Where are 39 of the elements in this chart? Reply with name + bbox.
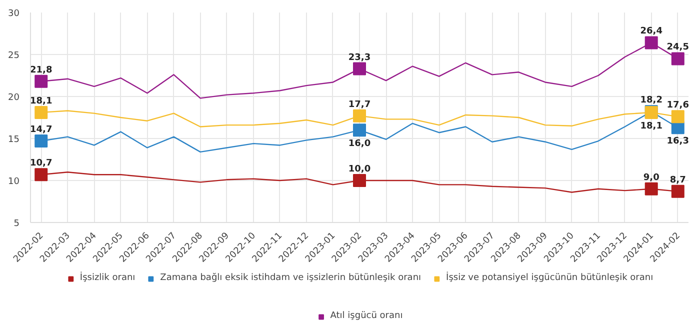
- y-tick-label: 30: [8, 9, 20, 19]
- point: [34, 74, 48, 88]
- data-label: 14,7: [30, 125, 52, 136]
- point: [644, 36, 658, 50]
- data-label: 16,3: [666, 136, 690, 147]
- point: [34, 106, 48, 119]
- data-label: 24,5: [666, 42, 690, 53]
- data-label: 10,7: [30, 158, 52, 169]
- point: [353, 174, 366, 187]
- point: [34, 168, 48, 182]
- point: [671, 184, 684, 198]
- data-label: 26,4: [640, 26, 662, 37]
- y-tick-label: 15: [8, 135, 20, 145]
- point: [353, 124, 366, 137]
- data-label: 16,0: [348, 139, 371, 150]
- point: [353, 62, 366, 76]
- point: [671, 52, 684, 66]
- y-tick-label: 25: [8, 51, 20, 61]
- point: [34, 134, 48, 148]
- data-label: 9,0: [643, 172, 660, 183]
- y-tick-label: 5: [14, 219, 20, 229]
- data-label: 17,6: [666, 100, 690, 111]
- data-label: 23,3: [348, 52, 371, 63]
- data-label: 10,0: [348, 164, 371, 174]
- legend-label: İşsiz ve potansiyel işgücünün bütünleşik oranı: [446, 272, 654, 284]
- y-tick-label: 10: [8, 177, 20, 187]
- data-label: 18,1: [30, 96, 52, 106]
- legend-label: Atıl işgücü oranı: [330, 310, 403, 322]
- point: [353, 109, 366, 122]
- data-label: 17,7: [348, 100, 371, 110]
- data-label: 8,7: [670, 175, 686, 186]
- point: [671, 110, 684, 124]
- y-tick-label: 20: [8, 93, 20, 103]
- data-label: 18,2: [640, 96, 662, 106]
- data-label: 18,1: [640, 121, 662, 132]
- point: [644, 182, 658, 196]
- data-label: 21,8: [30, 65, 52, 76]
- legend-label: Zamana bağlı eksik istihdam ve işsizlerin bütünleşik oranı: [160, 272, 422, 284]
- legend-label: İşsizlik oranı: [80, 272, 136, 284]
